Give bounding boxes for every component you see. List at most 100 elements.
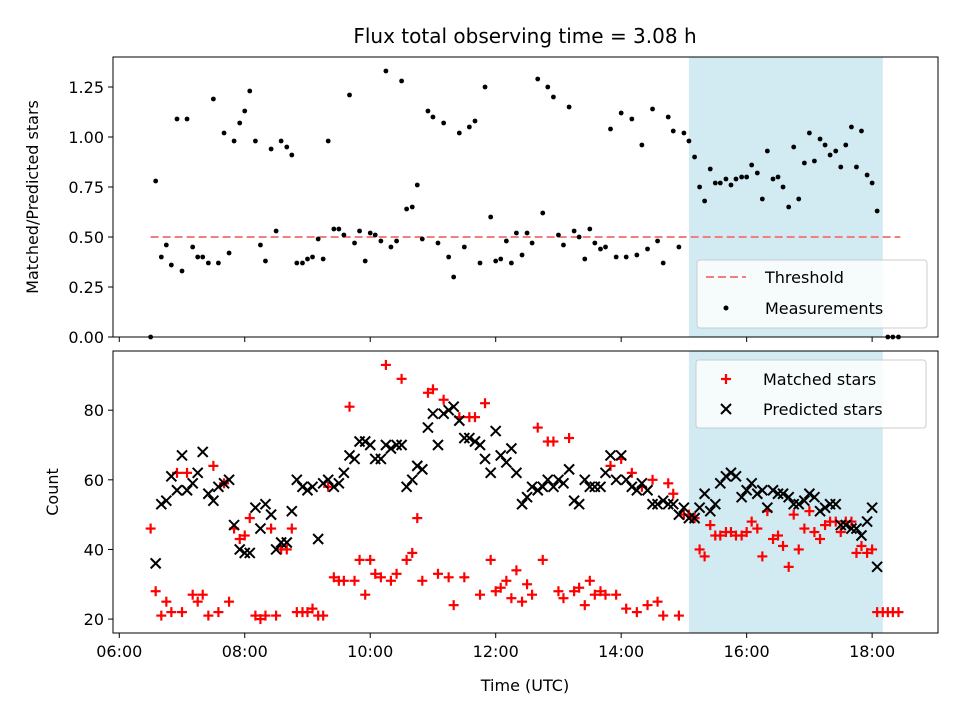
- predicted-star-point: [678, 501, 690, 514]
- predicted-star-point: [745, 477, 758, 490]
- legend-matched-label: Matched stars: [763, 370, 876, 389]
- predicted-star-point: [223, 474, 235, 486]
- predicted-star-point: [552, 474, 565, 486]
- predicted-star-point: [594, 481, 607, 493]
- predicted-star-point: [704, 505, 716, 517]
- measurement-point: [221, 130, 227, 136]
- matched-star-point: [244, 513, 255, 524]
- predicted-star-point: [761, 501, 774, 514]
- matched-star-point: [208, 460, 219, 471]
- measurement-point: [419, 236, 425, 242]
- matched-star-point: [668, 488, 679, 499]
- predicted-star-point: [693, 501, 706, 514]
- x-tick-label: 12:00: [473, 642, 519, 661]
- matched-star-point: [250, 610, 261, 621]
- measurement-point: [278, 138, 284, 144]
- predicted-star-point: [202, 488, 215, 500]
- matched-star-point: [161, 596, 172, 607]
- measurement-point: [806, 130, 812, 136]
- predicted-star-point: [845, 522, 858, 535]
- matched-star-point: [187, 589, 198, 600]
- measurement-point: [456, 130, 462, 136]
- measurement-point: [294, 260, 300, 266]
- measurement-point: [253, 138, 258, 144]
- measurement-point: [488, 214, 494, 220]
- matched-star-point: [673, 610, 684, 621]
- predicted-star-point: [673, 508, 685, 521]
- matched-star-point: [867, 544, 878, 555]
- matched-star-point: [501, 575, 512, 586]
- matched-star-point: [260, 610, 271, 621]
- matched-star-point: [427, 384, 438, 395]
- count-panel: 20 40 60 80 06:00 08:00 10:00 12:00 14:00 16:00 1…: [43, 350, 939, 695]
- measurement-point: [482, 84, 488, 90]
- predicted-star-point: [709, 498, 721, 510]
- ratio-axes-frame: [112, 56, 939, 338]
- matched-star-point: [642, 600, 653, 611]
- measurement-point: [707, 166, 713, 172]
- measurement-point: [226, 250, 232, 256]
- measurement-point: [864, 172, 870, 178]
- matched-star-point: [746, 516, 757, 527]
- predicted-star-point: [782, 491, 795, 503]
- count-legend: Matched stars Predicted stars: [695, 359, 927, 429]
- matched-star-point: [595, 586, 606, 597]
- matched-star-point: [584, 575, 595, 586]
- measurement-point: [791, 144, 797, 150]
- measurement-point: [347, 92, 352, 98]
- measurement-point: [399, 78, 404, 84]
- matched-star-point: [156, 610, 167, 621]
- matched-star-point: [485, 554, 496, 565]
- measurement-point: [466, 124, 472, 130]
- matched-star-point: [396, 373, 407, 384]
- ratio-panel: 0.00 0.25 0.50 0.75 1.00 1.25 Flux total obse…: [23, 24, 939, 347]
- predicted-star-point: [808, 491, 821, 503]
- predicted-star-point: [176, 449, 188, 462]
- predicted-star-point: [474, 439, 486, 451]
- matched-star-point: [328, 572, 339, 583]
- matched-star-point: [752, 523, 763, 534]
- matched-star-point: [757, 551, 768, 562]
- matched-star-point: [621, 603, 632, 614]
- measurement-point: [231, 138, 237, 144]
- predicted-star-point: [803, 488, 816, 500]
- measurement-point: [812, 158, 817, 164]
- measurement-point: [409, 204, 415, 210]
- predicted-star-point: [568, 494, 580, 507]
- y-tick-label: 1.00: [68, 128, 104, 147]
- measurement-point: [801, 160, 807, 166]
- measurement-point: [336, 226, 342, 232]
- matched-star-point: [663, 478, 674, 489]
- measurement-point: [341, 232, 347, 238]
- predicted-star-point: [510, 467, 523, 479]
- measurement-point: [383, 68, 389, 74]
- measurement-point: [618, 110, 624, 116]
- predicted-star-point: [259, 498, 272, 510]
- matched-star-point: [517, 596, 528, 607]
- predicted-star-point: [228, 519, 240, 531]
- matched-star-point: [255, 614, 266, 625]
- predicted-star-point: [343, 449, 356, 462]
- matched-star-point: [652, 596, 663, 607]
- measurement-point: [874, 208, 880, 214]
- matched-star-point: [412, 513, 423, 524]
- predicted-star-point: [380, 439, 392, 451]
- predicted-star-point: [651, 498, 664, 510]
- matched-star-point: [234, 534, 245, 544]
- matched-star-point: [177, 607, 188, 618]
- matched-star-point: [558, 593, 569, 604]
- predicted-star-point: [505, 442, 518, 455]
- predicted-star-point: [437, 407, 450, 420]
- matched-star-point: [224, 596, 235, 607]
- predicted-star-point: [239, 547, 251, 559]
- x-tick-label: 16:00: [724, 642, 770, 661]
- predicted-star-point: [484, 467, 497, 479]
- predicted-star-point: [756, 484, 769, 496]
- predicted-star-point: [871, 561, 883, 573]
- matched-star-point: [511, 565, 522, 576]
- matched-star-point: [809, 527, 820, 538]
- ratio-x-ticks: [118, 337, 873, 342]
- measurement-point: [535, 76, 541, 82]
- predicted-star-point: [563, 463, 575, 476]
- y-tick-label: 0.50: [68, 228, 104, 247]
